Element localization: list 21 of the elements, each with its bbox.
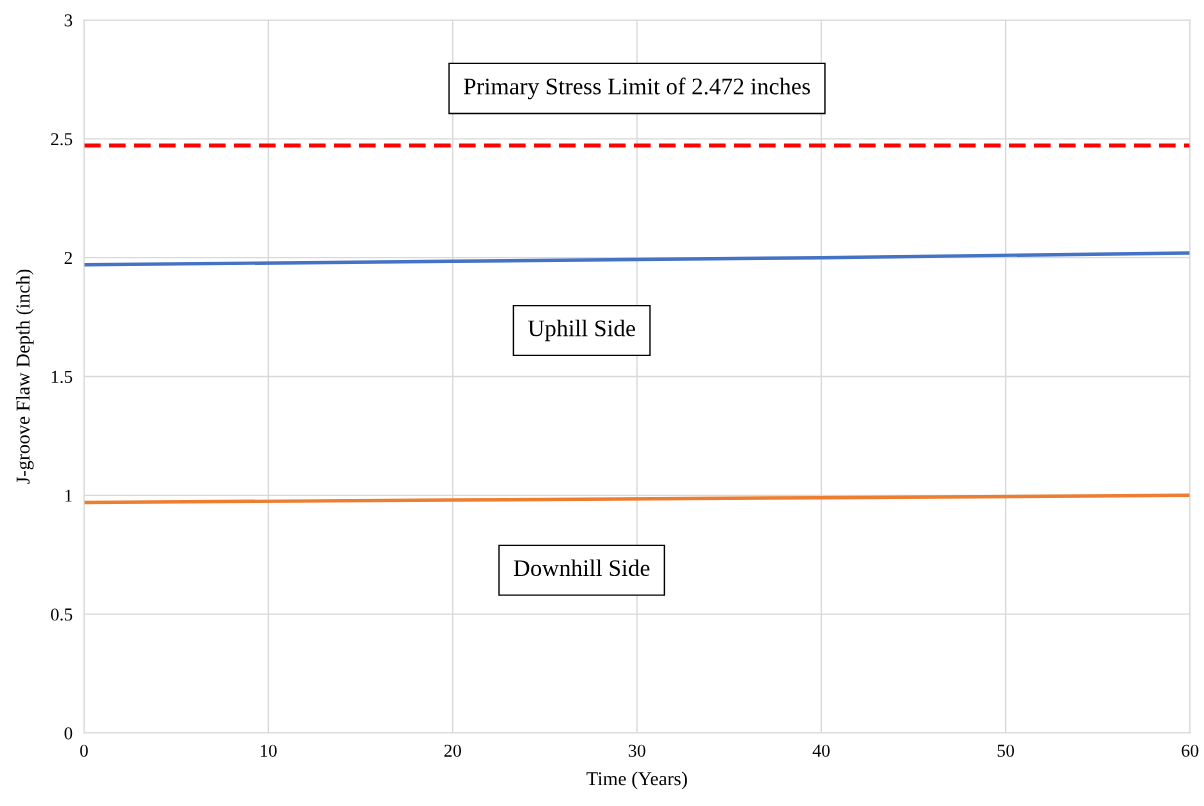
x-tick-label: 50 [997,744,1015,757]
y-tick-label: 3 [64,14,73,27]
y-tick-label: 1.5 [51,370,73,384]
y-tick-label: 2 [64,251,72,264]
y-tick-label: 1 [65,489,72,502]
y-axis-title: J-groove Flaw Depth (inch) [15,269,34,484]
x-tick-label: 30 [628,744,646,757]
y-tick-label: 0.5 [51,608,73,621]
x-tick-label: 0 [80,744,88,757]
line-series [84,251,1190,267]
text: Downhill Side [513,559,650,577]
x-tick-label: 40 [812,744,830,757]
text: Uphill Side [528,319,635,342]
x-tick-label: 60 [1181,744,1199,757]
y-tick-label: 0 [64,727,73,740]
x-axis-title: Time (Years) [586,771,687,790]
x-tick-label: 20 [444,744,462,757]
x-tick-label: 10 [260,744,277,757]
ref-line-label: Primary Stress Limit of 2.472 inches [463,77,810,100]
y-tick-label: 2.5 [51,133,73,146]
line-series [84,493,1190,505]
